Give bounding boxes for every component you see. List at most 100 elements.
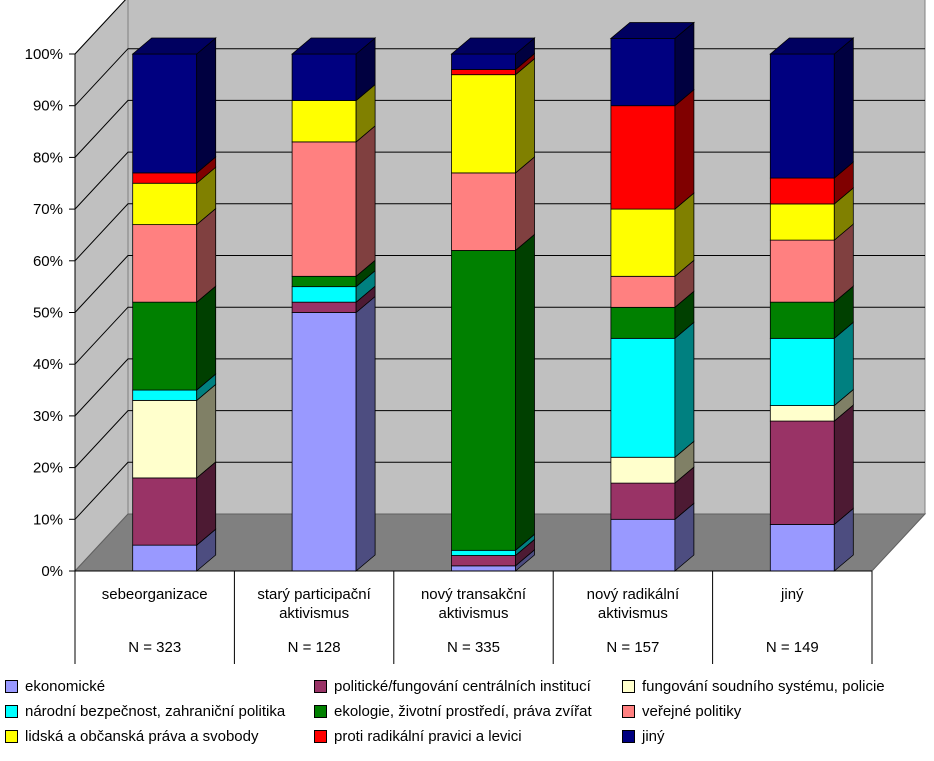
bar-segment-side bbox=[355, 125, 376, 278]
bar-segment bbox=[769, 524, 835, 572]
bar-segment bbox=[291, 286, 357, 303]
bar-segment bbox=[132, 399, 198, 479]
bar-segment bbox=[132, 182, 198, 226]
bar-segment bbox=[451, 74, 516, 174]
bar-segment-side bbox=[196, 285, 217, 391]
legend-swatch bbox=[5, 679, 18, 693]
bar-segment-side bbox=[196, 37, 217, 174]
bar-segment-side bbox=[355, 295, 376, 572]
bar-segment bbox=[610, 275, 676, 308]
legend-swatch bbox=[314, 729, 327, 743]
bar-segment bbox=[769, 301, 835, 339]
bar-segment bbox=[610, 518, 676, 572]
legend-label: politické/fungování centrálních instituc… bbox=[334, 677, 591, 695]
bar-segment bbox=[132, 477, 198, 546]
bar-segment bbox=[291, 53, 357, 101]
category-n-label: N = 128 bbox=[288, 639, 341, 656]
legend-item: lidská a občanská práva a svobody bbox=[5, 726, 258, 746]
bar-segment bbox=[132, 53, 198, 174]
legend-item: veřejné politiky bbox=[622, 701, 741, 721]
bar-segment bbox=[132, 172, 198, 184]
bar-stack bbox=[450, 37, 536, 572]
bar-segment bbox=[451, 53, 516, 70]
legend: ekonomické politické/fungování centrálníc… bbox=[0, 672, 934, 761]
legend-swatch bbox=[314, 704, 327, 718]
category-label: starý participační bbox=[257, 586, 371, 603]
y-tick-label: 40% bbox=[33, 356, 63, 373]
legend-swatch bbox=[622, 729, 635, 743]
gridline bbox=[74, 0, 126, 55]
category-label: aktivismus bbox=[438, 605, 508, 622]
y-tick-label: 60% bbox=[33, 253, 63, 270]
bar-top bbox=[609, 22, 695, 39]
legend-swatch bbox=[622, 704, 635, 718]
legend-item: národní bezpečnost, zahraniční politika bbox=[5, 701, 285, 721]
legend-label: lidská a občanská práva a svobody bbox=[25, 727, 259, 745]
legend-label: národní bezpečnost, zahraniční politika bbox=[25, 702, 286, 720]
bar-stack bbox=[609, 21, 695, 572]
y-tick-label: 20% bbox=[33, 460, 63, 477]
bar-segment bbox=[610, 456, 676, 484]
bar-segment bbox=[451, 565, 516, 572]
bar-segment bbox=[769, 405, 835, 422]
bar-segment bbox=[769, 203, 835, 241]
bar-segment bbox=[291, 275, 357, 288]
category-label: jiný bbox=[780, 586, 804, 603]
bar-segment bbox=[132, 544, 198, 572]
bar-segment bbox=[610, 208, 676, 277]
bar-segment-side bbox=[515, 57, 535, 174]
bar-segment bbox=[451, 549, 516, 556]
bar-segment bbox=[769, 53, 835, 179]
legend-label: proti radikální pravici a levici bbox=[334, 727, 522, 745]
legend-item: politické/fungování centrálních instituc… bbox=[314, 676, 591, 696]
category-n-label: N = 149 bbox=[766, 639, 819, 656]
bar-segment bbox=[769, 177, 835, 205]
y-tick-label: 10% bbox=[33, 511, 63, 528]
y-tick-label: 80% bbox=[33, 149, 63, 166]
legend-label: veřejné politiky bbox=[642, 702, 742, 720]
legend-swatch bbox=[5, 729, 18, 743]
bar-segment bbox=[769, 337, 835, 406]
bar-stack bbox=[769, 37, 855, 572]
category-label: aktivismus bbox=[598, 605, 668, 622]
bar-segment bbox=[769, 420, 835, 525]
bars bbox=[131, 21, 855, 572]
bar-segment-side bbox=[674, 88, 695, 210]
legend-item: proti radikální pravici a levici bbox=[314, 726, 522, 746]
legend-item: fungování soudního systému, policie bbox=[622, 676, 885, 696]
y-tick-label: 0% bbox=[41, 563, 63, 580]
bar-segment bbox=[610, 105, 676, 210]
bar-stack bbox=[291, 37, 377, 572]
bar-segment bbox=[291, 100, 357, 143]
bar-segment-side bbox=[515, 233, 535, 552]
side-wall bbox=[74, 0, 129, 573]
bar-segment bbox=[610, 337, 676, 458]
bar-segment bbox=[132, 389, 198, 401]
category-table: sebeorganizace N = 323 starý participační a… bbox=[74, 570, 873, 664]
bar-top bbox=[450, 37, 536, 55]
category-label: nový radikální bbox=[587, 586, 680, 603]
bar-segment bbox=[451, 250, 516, 551]
bar-segment bbox=[451, 555, 516, 567]
y-axis-tick-labels: 0% 10% 20% 30% 40% 50% 60% 70% 80% 90% 100% bbox=[25, 46, 76, 580]
bar-segment bbox=[291, 301, 357, 313]
bar-segment bbox=[291, 312, 357, 572]
legend-swatch bbox=[622, 679, 635, 693]
bar-stack bbox=[131, 37, 217, 572]
category-label: aktivismus bbox=[279, 605, 349, 622]
y-tick-label: 100% bbox=[25, 46, 63, 63]
legend-item: jiný bbox=[622, 726, 665, 746]
bar-segment bbox=[132, 224, 198, 303]
category-n-label: N = 323 bbox=[128, 639, 181, 656]
bar-segment bbox=[451, 69, 516, 76]
bar-segment-side bbox=[674, 321, 695, 459]
legend-label: ekonomické bbox=[25, 677, 106, 695]
legend-label: jiný bbox=[642, 727, 665, 745]
bar-segment bbox=[451, 172, 516, 251]
y-tick-label: 90% bbox=[33, 98, 63, 115]
bar-top bbox=[291, 37, 377, 55]
bar-segment-side bbox=[833, 37, 854, 179]
y-tick-label: 50% bbox=[33, 305, 63, 322]
stacked-bar-chart: 0% 10% 20% 30% 40% 50% 60% 70% 80% 90% 100% sebeor… bbox=[25, 0, 927, 664]
y-tick-label: 30% bbox=[33, 408, 63, 425]
